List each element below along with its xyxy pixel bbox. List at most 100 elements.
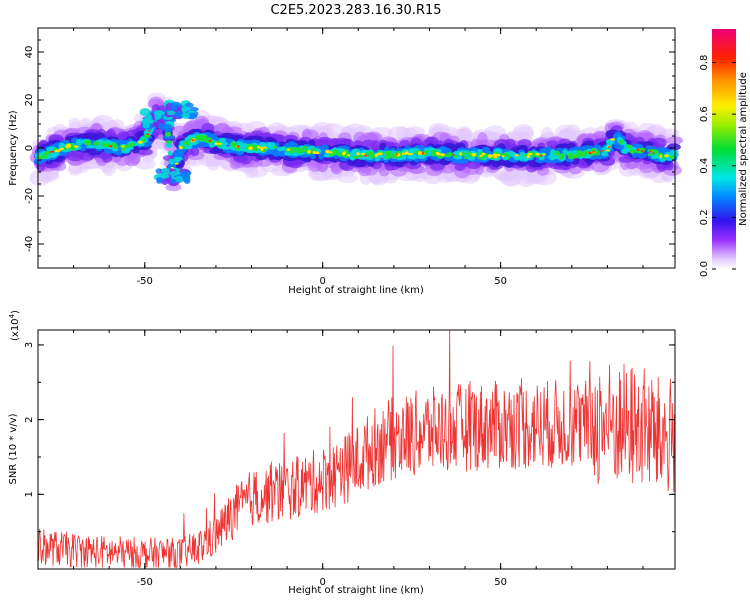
spectrogram-blob xyxy=(155,177,164,182)
spectrogram-blob xyxy=(446,152,454,156)
spectrogram-blob xyxy=(542,153,546,156)
x-tick-label: 0 xyxy=(320,276,326,287)
spectrogram-blob xyxy=(58,147,64,151)
y-tick-label: 20 xyxy=(24,94,35,107)
spectrogram-blob xyxy=(384,150,392,156)
spectrogram-blob xyxy=(173,176,185,183)
spectrogram-blob xyxy=(356,152,360,156)
spectrogram-blob xyxy=(377,152,383,156)
spectrogram-blob xyxy=(626,144,633,149)
spectrogram-blob xyxy=(592,150,595,153)
spectrogram-blob xyxy=(669,155,675,159)
spectrogram-blob xyxy=(492,153,497,157)
spectrogram-blob xyxy=(295,147,302,152)
spectrogram-blob xyxy=(504,152,509,157)
spectrogram-blob xyxy=(369,172,383,185)
spectrogram-blob xyxy=(364,154,368,157)
snr-panel: -50 0 50 1 2 3 Height of straight line (km) S… xyxy=(8,310,676,596)
spectrogram-blob xyxy=(129,142,136,147)
spectrogram-blob xyxy=(145,113,152,120)
spectrogram-blob xyxy=(167,151,173,156)
spectrogram-blob xyxy=(459,152,463,156)
spectrogram-blob xyxy=(325,149,331,154)
spectrogram-blob xyxy=(654,149,659,155)
spectrogram-blob xyxy=(244,164,259,179)
spectrogram-blob xyxy=(399,139,410,147)
spectrogram-blob xyxy=(148,129,151,132)
spectrogram-blob xyxy=(310,148,317,152)
spectrogram-blob xyxy=(369,155,373,159)
snr-line xyxy=(37,329,676,568)
spectrogram-blob xyxy=(361,152,365,156)
colorbar-tick-label: 0.2 xyxy=(699,209,710,225)
spectrogram-blob xyxy=(501,155,505,158)
spectrogram-blob xyxy=(457,126,471,137)
snr-axes: -50 0 50 1 2 3 xyxy=(24,330,675,588)
spectrogram-blob xyxy=(652,152,655,155)
figure-title: C2E5.2023.283.16.30.R15 xyxy=(270,3,441,18)
spectrogram-blob xyxy=(466,151,471,156)
spectrogram-blob xyxy=(535,154,542,158)
spectrogram-blob xyxy=(491,159,502,168)
spectrogram-blob xyxy=(640,150,645,152)
spectrogram-blob xyxy=(146,133,150,136)
spectrogram-blob xyxy=(513,155,521,161)
spectrogram-blob xyxy=(638,129,652,140)
snr-y-axis-label: SNR (10 * v/v) xyxy=(8,413,19,484)
spectrogram-blob xyxy=(558,153,565,158)
spectrogram-blob xyxy=(309,153,317,159)
spectrogram-blob xyxy=(307,149,311,154)
spectrogram-blob xyxy=(269,150,278,155)
spectrogram-blob xyxy=(366,151,372,157)
spectrogram-blob xyxy=(629,149,636,154)
spectrogram-blob xyxy=(328,153,334,157)
spectrogram-blob xyxy=(647,153,654,157)
y-tick-label: 0 xyxy=(24,145,35,151)
spectrogram-blob xyxy=(526,154,531,159)
spectrogram-blob xyxy=(221,146,231,150)
spectrogram-blob xyxy=(316,161,328,173)
colorbar-tick-label: 0.8 xyxy=(699,55,710,71)
spectrogram-blob xyxy=(137,148,153,156)
spectrogram-blob xyxy=(342,151,345,156)
spectrogram-blob xyxy=(260,147,264,152)
spectrogram-blob xyxy=(40,154,47,160)
spectrogram-blob xyxy=(179,145,183,150)
spectrogram-blob xyxy=(371,140,380,152)
spectrogram-blob xyxy=(288,149,295,154)
spectrogram-blob xyxy=(166,142,173,149)
spectrogram-blob xyxy=(181,106,190,112)
spectrogram-blob xyxy=(164,131,172,137)
spectrogram-blob xyxy=(110,119,124,129)
spectrogram-blob xyxy=(664,154,670,158)
spectrogram-blob xyxy=(109,145,113,148)
spectrogram-blob xyxy=(86,144,96,149)
spectrogram-blob xyxy=(514,154,519,157)
spectrogram-blob xyxy=(272,145,278,149)
spectrogram-blob xyxy=(487,154,493,158)
spectrogram-blob xyxy=(384,154,392,159)
x-tick-label: -50 xyxy=(137,577,153,588)
spectrogram-blob xyxy=(241,147,248,152)
snr-x-axis-label: Height of straight line (km) xyxy=(288,585,424,596)
colorbar-ticks: 0.0 0.2 0.4 0.6 0.8 xyxy=(699,55,736,277)
spectrogram-blob xyxy=(173,156,183,162)
spectrogram-blob xyxy=(605,149,610,152)
x-tick-label: -50 xyxy=(137,276,153,287)
spectrogram-blob xyxy=(440,153,445,157)
spectrogram-blob xyxy=(43,152,48,156)
spectrogram-blob xyxy=(121,145,125,148)
spectrogram-blob xyxy=(437,153,442,156)
spectrogram-blob xyxy=(185,119,204,128)
spectrogram-blob xyxy=(659,154,663,158)
spectrogram-blob xyxy=(347,154,351,157)
spectrogram-blob xyxy=(68,117,82,131)
spectrogram-blob xyxy=(329,151,333,154)
colorbar: 0.0 0.2 0.4 0.6 0.8 Normalized spectral ampl… xyxy=(699,29,749,277)
spectrogram-blob xyxy=(65,144,71,149)
spectrogram-blob xyxy=(540,154,543,157)
spectrogram-blob xyxy=(257,145,260,149)
spectrogram-blob xyxy=(165,183,182,192)
spectrogram-blob xyxy=(93,141,100,146)
